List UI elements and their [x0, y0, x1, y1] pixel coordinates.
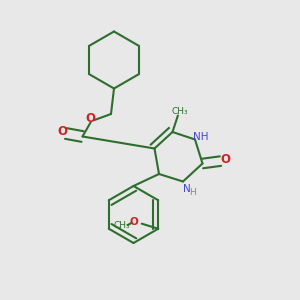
Text: O: O	[130, 217, 139, 227]
Text: NH: NH	[193, 131, 208, 142]
Text: N: N	[183, 184, 190, 194]
Text: O: O	[57, 125, 67, 139]
Text: O: O	[220, 153, 230, 167]
Text: H: H	[189, 188, 195, 197]
Text: CH₃: CH₃	[172, 107, 189, 116]
Text: CH₃: CH₃	[114, 221, 130, 230]
Text: O: O	[85, 112, 96, 125]
